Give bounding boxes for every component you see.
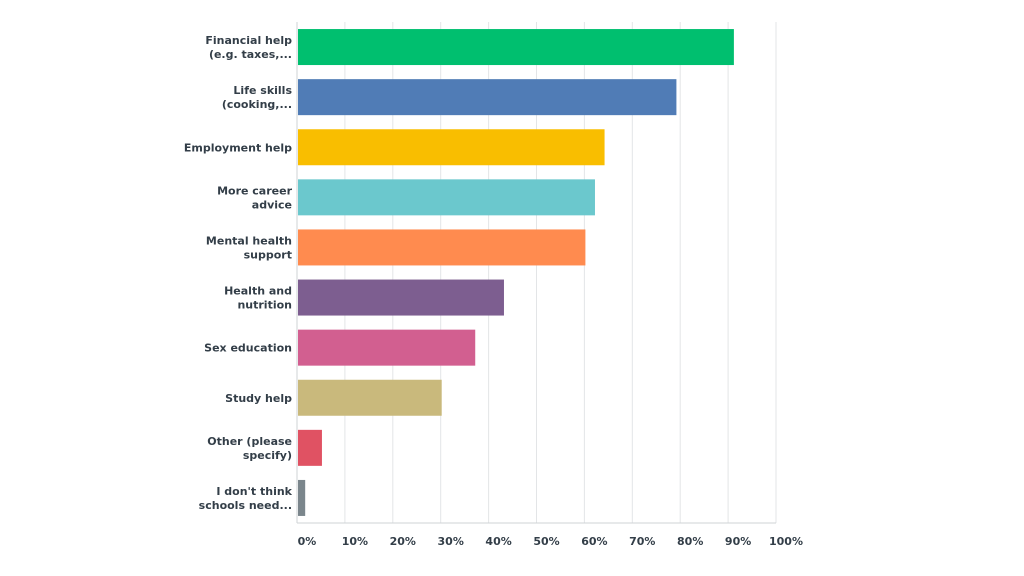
- category-label-line: Sex education: [204, 342, 292, 355]
- category-label-line: Other (please: [207, 435, 292, 448]
- x-tick-label: 80%: [677, 535, 703, 548]
- category-label-line: Health and: [224, 285, 292, 298]
- category-label-line: (cooking,...: [222, 98, 292, 111]
- category-label-line: Employment help: [184, 141, 292, 154]
- bar: [298, 229, 586, 266]
- tick-labels: 0% 10% 20% 30% 40% 50% 60% 70% 80% 90% 100%: [298, 535, 803, 548]
- category-label-line: Study help: [225, 392, 292, 405]
- bar: [298, 329, 476, 366]
- category-label-line: support: [244, 248, 292, 261]
- category-label: Mental health support: [206, 234, 292, 261]
- category-label: Sex education: [204, 342, 292, 355]
- x-tick-label: 60%: [581, 535, 607, 548]
- category-label: Financial help (e.g. taxes,...: [205, 34, 292, 61]
- axes: [296, 22, 776, 524]
- category-label-line: Life skills: [233, 84, 292, 97]
- category-label: I don't think schools need...: [199, 485, 293, 512]
- category-label: Other (please specify): [207, 435, 292, 462]
- category-label: Employment help: [184, 141, 292, 154]
- x-tick-label: 90%: [725, 535, 751, 548]
- category-label-line: nutrition: [237, 299, 292, 312]
- category-label-line: advice: [252, 198, 292, 211]
- bar: [298, 29, 734, 66]
- category-label-line: schools need...: [199, 499, 292, 512]
- x-tick-label: 40%: [485, 535, 511, 548]
- category-label-line: Mental health: [206, 234, 292, 247]
- bar: [298, 379, 442, 416]
- bar: [298, 279, 504, 316]
- category-label: Health and nutrition: [224, 285, 292, 312]
- bars: [298, 29, 734, 516]
- x-tick-label: 100%: [769, 535, 803, 548]
- bar: [298, 429, 322, 466]
- category-label: Study help: [225, 392, 292, 405]
- x-tick-label: 30%: [438, 535, 464, 548]
- category-label-line: I don't think: [216, 485, 292, 498]
- x-tick-label: 50%: [533, 535, 559, 548]
- x-tick-label: 0%: [298, 535, 317, 548]
- category-label-line: specify): [243, 449, 292, 462]
- category-label-line: (e.g. taxes,...: [209, 48, 292, 61]
- bar: [298, 179, 595, 216]
- category-label: Life skills (cooking,...: [222, 84, 293, 111]
- category-label-line: More career: [217, 184, 293, 197]
- category-label-line: Financial help: [205, 34, 292, 47]
- x-tick-label: 10%: [342, 535, 368, 548]
- bar: [298, 79, 677, 116]
- x-tick-label: 70%: [629, 535, 655, 548]
- bar: [298, 129, 605, 166]
- bar: [298, 479, 306, 516]
- x-tick-label: 20%: [390, 535, 416, 548]
- category-labels: Financial help (e.g. taxes,... Life skills…: [184, 34, 293, 512]
- category-label: More career advice: [217, 184, 293, 211]
